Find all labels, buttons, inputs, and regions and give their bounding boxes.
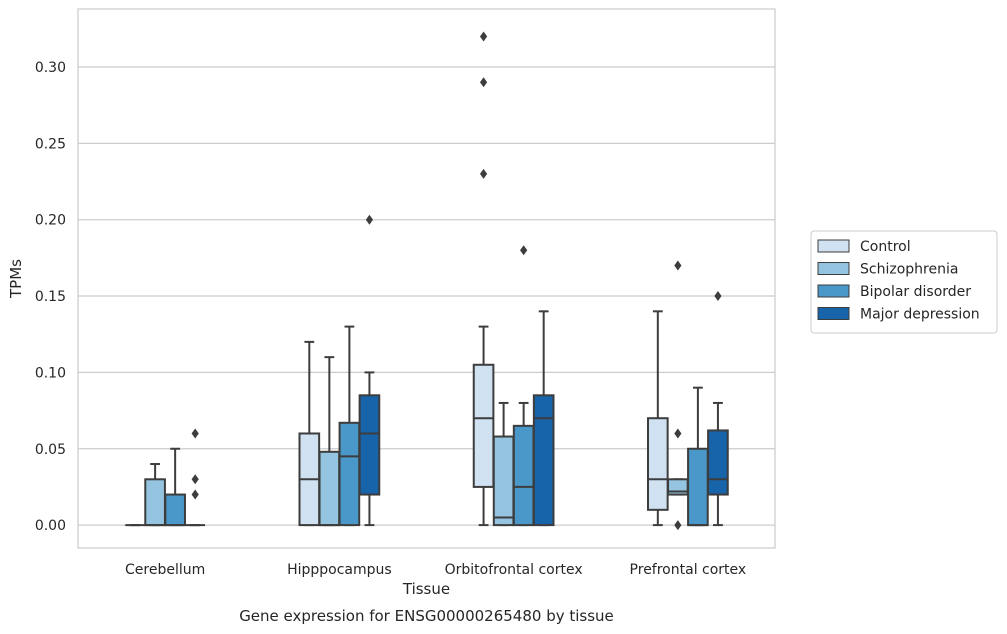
- legend-swatch: [817, 262, 850, 275]
- figure-caption: Gene expression for ENSG00000265480 by t…: [239, 607, 614, 625]
- box-major-depression: [707, 291, 729, 527]
- outlier-point: [479, 168, 488, 179]
- iqr-box: [144, 478, 166, 527]
- iqr-box: [492, 435, 515, 527]
- box-major-depression: [358, 214, 381, 527]
- iqr-box: [687, 447, 709, 527]
- iqr-box: [358, 394, 381, 496]
- legend-swatch: [817, 239, 850, 253]
- iqr-box: [707, 429, 729, 496]
- box-bipolar-disorder: [338, 325, 361, 527]
- legend: Control Schizophrenia Bipolar disorder Majo…: [810, 230, 998, 334]
- iqr-box: [338, 421, 361, 527]
- box-bipolar-disorder: [164, 447, 186, 527]
- iqr-box: [532, 394, 555, 527]
- box-major-depression: [185, 428, 206, 527]
- x-tick-label: Hipppocampus: [287, 562, 392, 578]
- box-control: [472, 31, 495, 527]
- box-schizophrenia: [144, 463, 166, 527]
- legend-swatch: [817, 284, 850, 298]
- box-bipolar-disorder: [512, 245, 535, 527]
- outlier-point: [191, 428, 199, 439]
- y-tick-label: 0.05: [35, 442, 66, 458]
- iqr-box: [472, 363, 495, 488]
- outlier-point: [674, 260, 682, 271]
- x-tick-label: Orbitofrontal cortex: [445, 562, 583, 578]
- box-major-depression: [532, 310, 555, 527]
- iqr-box: [646, 417, 669, 511]
- outlier-point: [191, 474, 199, 485]
- plot-area: [125, 31, 729, 531]
- outlier-point: [191, 489, 199, 500]
- gridlines: [78, 66, 775, 526]
- iqr-box: [164, 493, 186, 527]
- y-tick-label: 0.10: [35, 365, 66, 381]
- x-axis-label: Tissue: [402, 580, 450, 598]
- y-tick-label: 0.00: [35, 518, 66, 534]
- y-tick-label: 0.20: [35, 213, 66, 229]
- outlier-point: [479, 77, 488, 88]
- box-control: [298, 340, 321, 527]
- y-tick-label: 0.30: [35, 60, 66, 76]
- plot-frame: [77, 8, 776, 549]
- box-schizophrenia: [667, 260, 689, 531]
- outlier-point: [365, 214, 374, 225]
- box-control: [646, 310, 669, 527]
- outlier-point: [674, 428, 682, 439]
- box-bipolar-disorder: [687, 386, 709, 527]
- outlier-point: [714, 291, 722, 302]
- x-tick-label: Prefrontal cortex: [630, 562, 747, 578]
- box-schizophrenia: [318, 356, 341, 527]
- iqr-box: [512, 424, 535, 527]
- x-tick-label: Cerebellum: [125, 562, 205, 578]
- legend-label: Bipolar disorder: [860, 284, 971, 300]
- iqr-box: [318, 450, 341, 527]
- legend-swatch: [817, 307, 850, 320]
- y-axis-label: TPMs: [7, 259, 25, 299]
- box-schizophrenia: [492, 401, 515, 527]
- outlier-point: [479, 31, 488, 42]
- y-tick-label: 0.25: [35, 136, 66, 152]
- y-tick-label: 0.15: [35, 289, 66, 305]
- legend-label: Major depression: [860, 307, 980, 323]
- axes: 0.00 0.05 0.10 0.15 0.20 0.25 0.30 Cerebellum Hi…: [35, 60, 746, 578]
- legend-frame: [810, 230, 998, 334]
- legend-label: Schizophrenia: [860, 262, 958, 278]
- outlier-point: [674, 520, 682, 531]
- legend-label: Control: [860, 239, 911, 255]
- outlier-point: [520, 245, 528, 256]
